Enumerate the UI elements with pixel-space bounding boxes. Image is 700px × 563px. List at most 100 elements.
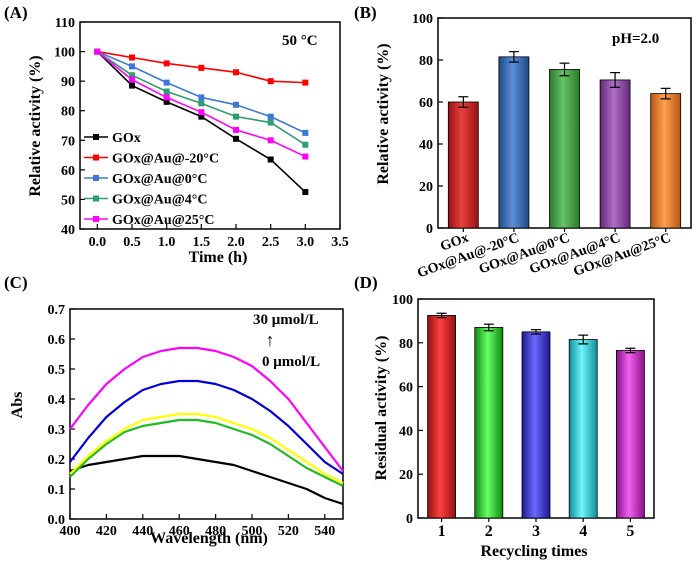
panel-c-ytick-label: 0.1 bbox=[48, 483, 66, 498]
panel-a-legend-marker bbox=[93, 216, 99, 222]
panel-c-ytick-label: 0.3 bbox=[48, 423, 66, 438]
panel-a-xtick-label: 3.5 bbox=[331, 235, 349, 250]
panel-c-spectrum-line bbox=[69, 418, 344, 487]
panel-b-bar bbox=[549, 69, 580, 229]
panel-b-plot: 020406080100GOxGOx@Au@-20°CGOx@Au@0°CGOx… bbox=[412, 12, 692, 281]
panel-a-xtick-label: 2.0 bbox=[227, 235, 245, 250]
panel-a-point bbox=[302, 129, 309, 136]
panel-a-legend-marker bbox=[93, 175, 99, 181]
panel-d-bar bbox=[474, 327, 504, 519]
panel-a-ylabel: Relative activity (%) bbox=[27, 55, 44, 196]
panel-a-point bbox=[129, 76, 135, 83]
panel-a-point bbox=[163, 98, 170, 105]
panel-a-point bbox=[163, 94, 170, 101]
panel-a-xtick-label: 3.0 bbox=[297, 235, 315, 250]
panel-a-point bbox=[129, 63, 135, 70]
panel-a-legend-marker bbox=[93, 195, 99, 202]
panel-d-bar bbox=[427, 315, 457, 519]
panel-d-xtick-label: 4 bbox=[579, 523, 587, 540]
panel-a-point bbox=[302, 79, 309, 86]
panel-d-ytick-label: 100 bbox=[392, 293, 413, 308]
panel-d-bar bbox=[521, 331, 551, 519]
panel-c-xtick-label: 480 bbox=[205, 524, 226, 539]
panel-d: (D) 0 20 40 60 80 100 1 2 3 4 5 Recycling times Re… bbox=[354, 273, 655, 560]
panel-a-point bbox=[129, 72, 135, 79]
panel-c-ytick-label: 0.0 bbox=[48, 513, 66, 528]
panel-d-xtick-label: 5 bbox=[626, 523, 634, 540]
panel-a-point bbox=[198, 64, 205, 71]
panel-a-point bbox=[233, 101, 239, 108]
panel-a: (A) 0.0 0.5 1.0 1.5 2.0 2.5 3.0 3.5 40 50 60 70 80 90… bbox=[4, 3, 349, 266]
panel-a-xtick-label: 1.5 bbox=[193, 235, 211, 250]
panel-a-ytick-label: 70 bbox=[61, 134, 75, 149]
panel-c-plot: 400 420 440 460 480 500 520 540 0.0 0.1 0.2 0.3 0.4 0… bbox=[48, 303, 344, 539]
panel-a-xtick-label: 0.0 bbox=[89, 235, 107, 250]
panel-b-ytick-label: 0 bbox=[426, 222, 433, 237]
panel-b-bar bbox=[650, 93, 682, 229]
panel-d-ytick-label: 80 bbox=[399, 337, 413, 352]
panel-d-label: (D) bbox=[354, 273, 378, 292]
panel-a-point bbox=[302, 189, 309, 196]
panel-a-legend-label: GOx@Au@-20°C bbox=[112, 152, 219, 167]
panel-c-ylabel: Abs bbox=[9, 392, 26, 419]
panel-d-ytick-label: 20 bbox=[399, 468, 413, 483]
panel-b-bar bbox=[498, 56, 530, 229]
panel-a-legend-label: GOx bbox=[112, 131, 141, 146]
panel-c-spectrum-line bbox=[69, 454, 344, 506]
panel-a-point bbox=[233, 69, 239, 76]
panel-d-ytick-label: 40 bbox=[399, 424, 413, 439]
panel-b-annotation: pH=2.0 bbox=[612, 31, 659, 47]
panel-a-point bbox=[198, 94, 205, 101]
panel-c-spectrum-line bbox=[69, 379, 344, 475]
panel-c-ytick-label: 0.6 bbox=[48, 333, 66, 348]
panel-c-annotation-bottom: 0 μmol/L bbox=[262, 354, 320, 370]
panel-a-point bbox=[267, 137, 274, 144]
panel-d-ytick-label: 60 bbox=[399, 381, 413, 396]
panel-a-point bbox=[163, 60, 170, 67]
panel-c-ytick-label: 0.4 bbox=[48, 393, 66, 408]
panel-a-annotation: 50 °C bbox=[282, 33, 318, 49]
panel-d-ylabel: Residual activity (%) bbox=[373, 336, 390, 481]
panel-a-point bbox=[233, 126, 239, 133]
panel-a-ytick-label: 100 bbox=[54, 46, 75, 61]
panel-a-ytick-label: 90 bbox=[61, 75, 75, 90]
panel-d-xtick-label: 1 bbox=[438, 523, 446, 540]
panel-a-frame bbox=[79, 21, 341, 230]
panel-c-xtick-label: 540 bbox=[314, 524, 335, 539]
panel-a-point bbox=[302, 153, 309, 160]
panel-a-point bbox=[129, 54, 135, 61]
panel-b-ytick-label: 40 bbox=[419, 138, 433, 153]
panel-a-point bbox=[233, 113, 239, 120]
panel-b-bar bbox=[447, 101, 479, 229]
panel-a-legend-label: GOx@Au@0°C bbox=[112, 172, 207, 187]
panel-c-xtick-label: 500 bbox=[242, 524, 263, 539]
panel-a-point bbox=[267, 119, 274, 126]
panel-c-spectrum-line bbox=[69, 346, 344, 472]
panel-a-point bbox=[198, 109, 205, 116]
panel-d-xlabel: Recycling times bbox=[480, 543, 587, 560]
panel-a-ytick-label: 80 bbox=[61, 105, 75, 120]
panel-b: (B) 020406080100GOxGOx@Au@-20°CGOx@Au@0°… bbox=[354, 3, 692, 281]
panel-a-point bbox=[267, 78, 274, 85]
panel-b-ytick-label: 100 bbox=[412, 12, 433, 27]
panel-c-annotation-top: 30 μmol/L bbox=[253, 312, 319, 328]
panel-c-label: (C) bbox=[4, 273, 28, 292]
panel-d-xtick-label: 3 bbox=[532, 523, 540, 540]
panel-a-xtick-label: 1.0 bbox=[158, 235, 176, 250]
panel-a-point bbox=[302, 141, 309, 148]
panel-a-xtick-label: 2.5 bbox=[262, 235, 280, 250]
panel-a-point bbox=[267, 156, 274, 163]
panel-a-point bbox=[198, 113, 205, 120]
panel-a-point bbox=[198, 100, 205, 107]
panel-a-legend-label: GOx@Au@25°C bbox=[112, 213, 214, 228]
panel-b-ytick-label: 80 bbox=[419, 54, 433, 69]
panel-a-ytick-label: 60 bbox=[61, 164, 75, 179]
panel-a-point bbox=[267, 113, 274, 120]
panel-d-ytick-label: 0 bbox=[406, 512, 413, 527]
panel-b-ytick-label: 20 bbox=[419, 180, 433, 195]
panel-a-ytick-label: 110 bbox=[55, 16, 75, 31]
panel-c: (C) 400 420 440 460 480 500 520 540 0.0 0.1 0.2 0.3… bbox=[4, 273, 344, 547]
panel-a-xtick-label: 0.5 bbox=[123, 235, 141, 250]
panel-c-ytick-label: 0.7 bbox=[48, 303, 66, 318]
